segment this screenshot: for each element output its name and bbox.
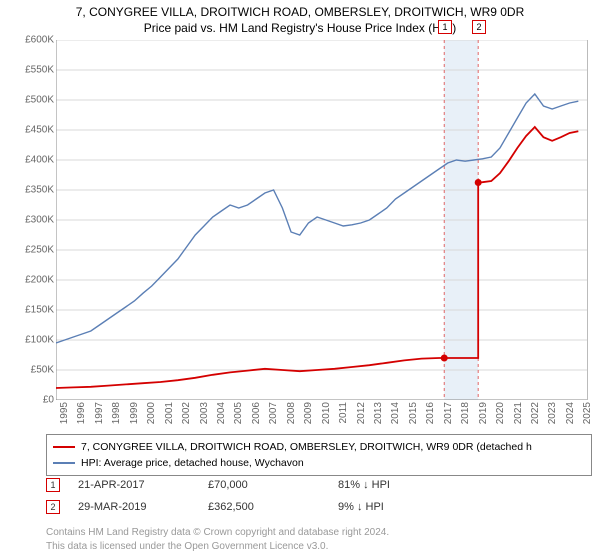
data-row-marker: 1	[46, 478, 60, 492]
y-tick-label: £500K	[10, 95, 54, 106]
x-tick-label: 2009	[303, 402, 314, 424]
plot-area	[56, 40, 588, 400]
x-tick-label: 1995	[59, 402, 70, 424]
x-tick-label: 2013	[373, 402, 384, 424]
legend-item: HPI: Average price, detached house, Wych…	[53, 455, 585, 471]
legend-swatch	[53, 446, 75, 448]
x-tick-label: 2016	[425, 402, 436, 424]
data-row-price: £362,500	[208, 501, 338, 513]
x-tick-label: 2019	[478, 402, 489, 424]
y-tick-label: £400K	[10, 155, 54, 166]
data-row: 2 29-MAR-2019£362,5009% ↓ HPI	[46, 500, 458, 514]
footer: Contains HM Land Registry data © Crown c…	[46, 526, 389, 553]
x-tick-label: 2001	[164, 402, 175, 424]
x-tick-label: 2022	[530, 402, 541, 424]
marker-label: 1	[438, 20, 452, 34]
y-tick-label: £350K	[10, 185, 54, 196]
y-axis: £0£50K£100K£150K£200K£250K£300K£350K£400…	[6, 40, 54, 400]
legend-label: 7, CONYGREE VILLA, DROITWICH ROAD, OMBER…	[81, 441, 532, 453]
data-row: 1 21-APR-2017£70,00081% ↓ HPI	[46, 478, 458, 492]
x-tick-label: 2023	[547, 402, 558, 424]
x-axis: 1995 1996 1997 1998 1999 2000 2001 2002 2003 2004…	[56, 402, 588, 428]
x-tick-label: 2004	[216, 402, 227, 424]
x-tick-label: 2005	[233, 402, 244, 424]
legend-item: 7, CONYGREE VILLA, DROITWICH ROAD, OMBER…	[53, 439, 585, 455]
data-row-date: 21-APR-2017	[78, 479, 208, 491]
y-tick-label: £450K	[10, 125, 54, 136]
y-tick-label: £0	[10, 395, 54, 406]
footer-line2: This data is licensed under the Open Gov…	[46, 540, 389, 554]
x-tick-label: 2008	[286, 402, 297, 424]
y-tick-label: £100K	[10, 335, 54, 346]
x-tick-label: 2012	[356, 402, 367, 424]
x-tick-label: 2002	[181, 402, 192, 424]
data-row-pct: 81% ↓ HPI	[338, 479, 458, 491]
y-tick-label: £50K	[10, 365, 54, 376]
data-row-date: 29-MAR-2019	[78, 501, 208, 513]
x-tick-label: 2021	[513, 402, 524, 424]
y-tick-label: £200K	[10, 275, 54, 286]
legend-swatch	[53, 462, 75, 464]
x-tick-label: 1997	[94, 402, 105, 424]
data-row-marker: 2	[46, 500, 60, 514]
x-tick-label: 2015	[408, 402, 419, 424]
x-tick-label: 2020	[495, 402, 506, 424]
y-tick-label: £300K	[10, 215, 54, 226]
data-row-pct: 9% ↓ HPI	[338, 501, 458, 513]
x-tick-label: 2000	[146, 402, 157, 424]
x-tick-label: 2018	[460, 402, 471, 424]
plot-svg	[56, 40, 587, 400]
x-tick-label: 2007	[268, 402, 279, 424]
x-tick-label: 2014	[390, 402, 401, 424]
x-tick-label: 2003	[199, 402, 210, 424]
y-tick-label: £150K	[10, 305, 54, 316]
footer-line1: Contains HM Land Registry data © Crown c…	[46, 526, 389, 540]
y-tick-label: £550K	[10, 65, 54, 76]
x-tick-label: 2017	[443, 402, 454, 424]
legend: 7, CONYGREE VILLA, DROITWICH ROAD, OMBER…	[46, 434, 592, 476]
marker-label: 2	[472, 20, 486, 34]
x-tick-label: 2010	[321, 402, 332, 424]
x-tick-label: 1996	[76, 402, 87, 424]
x-tick-label: 1998	[111, 402, 122, 424]
chart-container: 7, CONYGREE VILLA, DROITWICH ROAD, OMBER…	[0, 0, 600, 560]
data-row-price: £70,000	[208, 479, 338, 491]
chart-area: £0 £50K £100K £150K £200K £250K £300K £350K £400…	[6, 40, 594, 428]
x-tick-label: 2024	[565, 402, 576, 424]
legend-label: HPI: Average price, detached house, Wych…	[81, 457, 304, 469]
marker-labels-top: 12	[56, 16, 588, 36]
x-tick-label: 2011	[338, 402, 349, 424]
x-tick-label: 1999	[129, 402, 140, 424]
x-tick-label: 2006	[251, 402, 262, 424]
y-tick-label: £600K	[10, 35, 54, 46]
y-tick-label: £250K	[10, 245, 54, 256]
x-tick-label: 2025	[582, 402, 593, 424]
